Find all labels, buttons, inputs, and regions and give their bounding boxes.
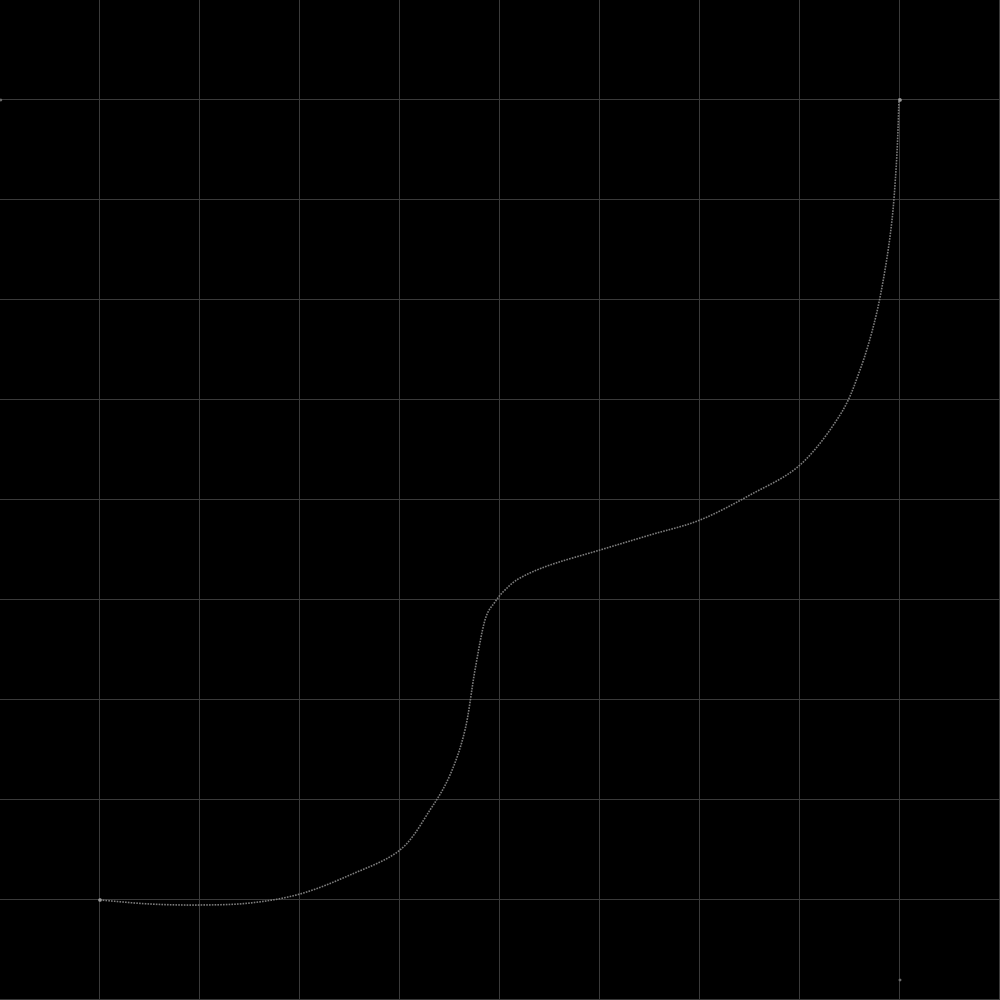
edge-marker-left — [0, 98, 3, 102]
series-end-point — [898, 98, 902, 102]
edge-marker-bottom — [898, 978, 902, 982]
series-line — [99, 97, 901, 906]
series-start-point — [98, 898, 102, 902]
series-endpoints — [98, 98, 902, 902]
